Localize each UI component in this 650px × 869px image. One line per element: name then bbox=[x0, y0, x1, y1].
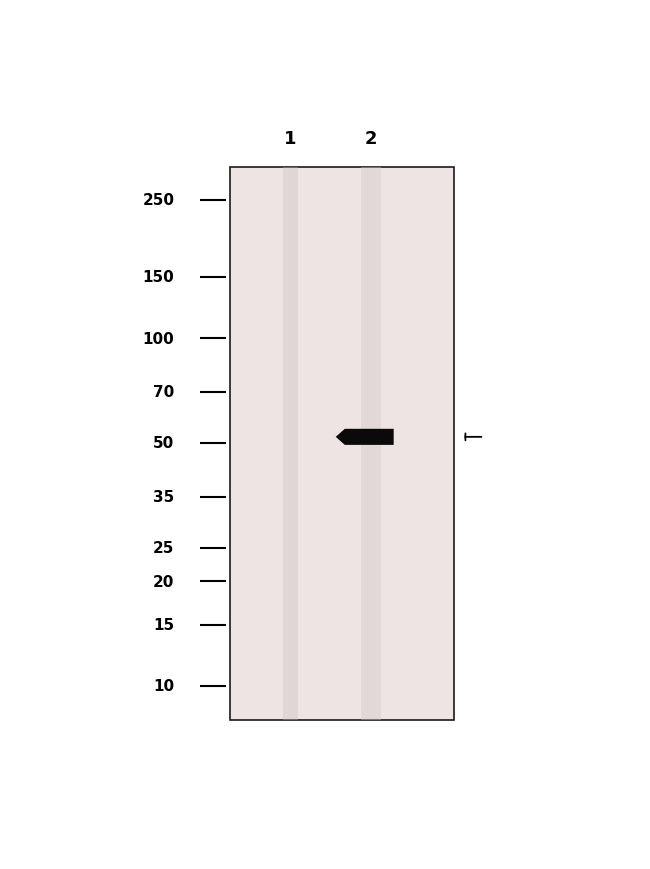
Bar bbox=[361, 168, 381, 720]
Text: 10: 10 bbox=[153, 679, 174, 693]
Text: 25: 25 bbox=[153, 541, 174, 555]
Text: 15: 15 bbox=[153, 618, 174, 633]
Text: 50: 50 bbox=[153, 435, 174, 451]
Text: 250: 250 bbox=[142, 193, 174, 208]
Polygon shape bbox=[336, 429, 394, 446]
Text: 20: 20 bbox=[153, 574, 174, 589]
Text: 70: 70 bbox=[153, 385, 174, 400]
Bar bbox=[230, 168, 454, 720]
Text: 2: 2 bbox=[365, 129, 377, 148]
Bar bbox=[283, 168, 298, 720]
Text: 35: 35 bbox=[153, 489, 174, 505]
Text: 100: 100 bbox=[143, 331, 174, 346]
Text: 1: 1 bbox=[284, 129, 296, 148]
Text: 150: 150 bbox=[143, 270, 174, 285]
